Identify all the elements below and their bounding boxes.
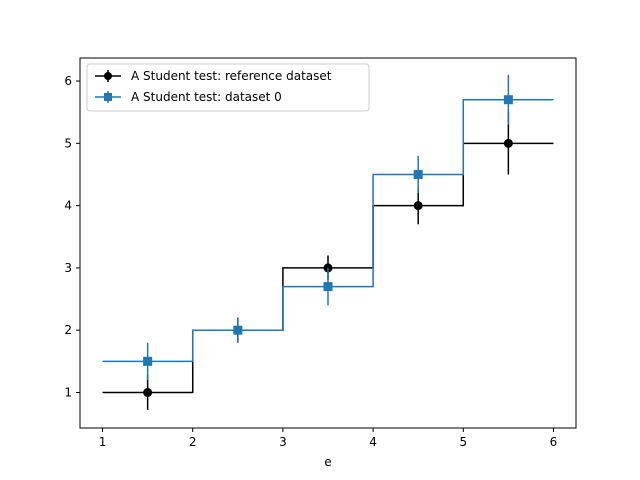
series-1 — [102, 74, 554, 381]
x-axis: 1 2 3 4 5 6 — [99, 428, 558, 449]
data-point — [413, 169, 423, 179]
y-axis: 1 2 3 4 5 6 — [64, 74, 80, 399]
y-tick-label: 5 — [64, 136, 72, 150]
data-point — [413, 201, 423, 211]
x-tick-label: 4 — [369, 435, 377, 449]
y-tick-label: 6 — [64, 74, 72, 88]
y-tick-label: 4 — [64, 199, 72, 213]
x-tick-label: 6 — [550, 435, 558, 449]
y-tick-label: 2 — [64, 323, 72, 337]
data-point — [233, 325, 243, 335]
series-layer — [102, 74, 554, 410]
legend-entry-0: A Student test: reference dataset — [95, 69, 332, 83]
legend-label: A Student test: dataset 0 — [131, 90, 282, 104]
data-point — [143, 356, 153, 366]
y-tick-label: 3 — [64, 261, 72, 275]
legend-frame — [86, 63, 370, 112]
y-tick-label: 1 — [64, 385, 72, 399]
data-point — [503, 138, 513, 148]
data-point — [323, 282, 333, 292]
legend-marker — [104, 72, 112, 80]
x-tick-label: 5 — [459, 435, 467, 449]
plot-frame — [79, 57, 577, 429]
x-axis-label: e — [324, 455, 331, 469]
legend-entry-1: A Student test: dataset 0 — [95, 90, 282, 104]
legend-marker — [104, 93, 112, 101]
plot-area — [80, 58, 576, 428]
x-tick-label: 3 — [279, 435, 287, 449]
legend: A Student test: reference dataset A Stude… — [86, 63, 370, 112]
x-tick-label: 2 — [189, 435, 197, 449]
x-tick-label: 1 — [99, 435, 107, 449]
data-point — [143, 387, 153, 397]
data-point — [503, 95, 513, 105]
legend-label: A Student test: reference dataset — [131, 69, 332, 83]
